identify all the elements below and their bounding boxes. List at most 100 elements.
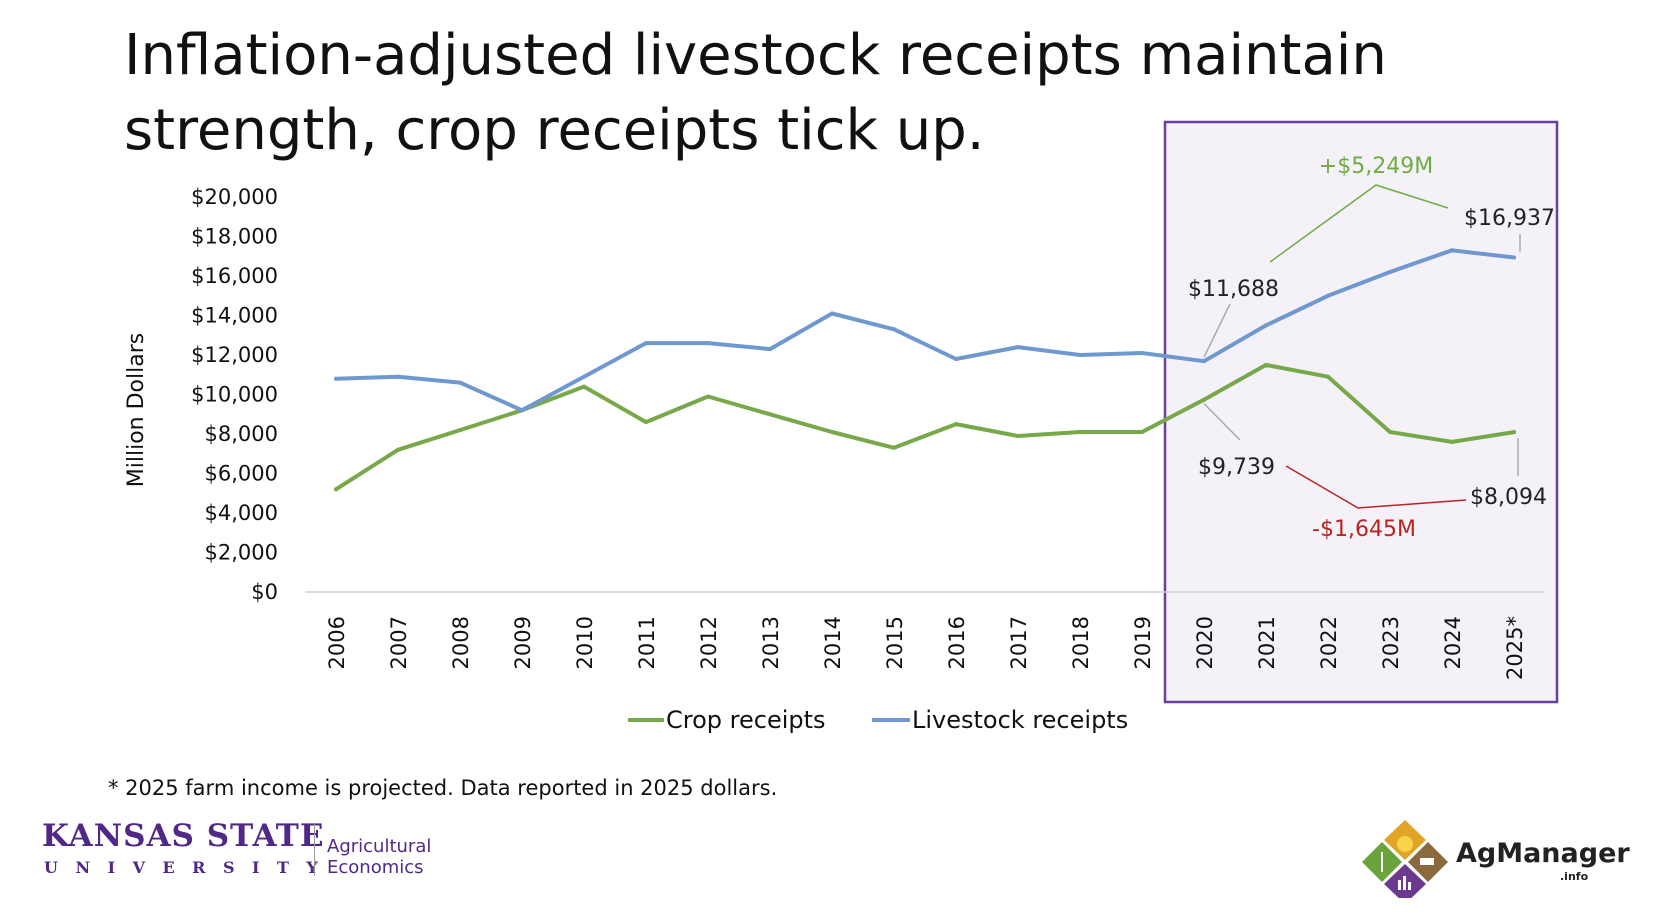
x-tick-label: 2008 xyxy=(449,616,473,669)
livestock-point xyxy=(458,380,462,385)
livestock-end-label: $16,937 xyxy=(1464,206,1555,231)
crop-point xyxy=(396,447,400,452)
x-tick-label: 2022 xyxy=(1317,616,1341,669)
x-tick-label: 2021 xyxy=(1255,616,1279,669)
x-tick-label: 2018 xyxy=(1069,616,1093,669)
livestock-point xyxy=(644,341,648,346)
agmanager-suffix: .info xyxy=(1560,870,1589,883)
y-tick-label: $12,000 xyxy=(191,343,278,367)
livestock-point xyxy=(1388,270,1392,274)
annotations: $11,688 $16,937 +$5,249M $9,739 $8,094 -… xyxy=(1188,154,1555,542)
x-tick-label: 2017 xyxy=(1007,616,1031,669)
slide-title: Inflation-adjusted livestock receipts ma… xyxy=(124,23,1387,163)
crop-point xyxy=(334,487,338,492)
y-tick-label: $4,000 xyxy=(205,501,278,525)
livestock-point xyxy=(1326,293,1330,298)
x-tick-label: 2020 xyxy=(1193,616,1217,669)
y-tick-label: $20,000 xyxy=(191,185,278,209)
y-tick-label: $0 xyxy=(251,580,278,604)
crop-point xyxy=(1450,439,1454,444)
y-axis-ticks: $0 $2,000 $4,000 $6,000 $8,000 $10,000 $12,000… xyxy=(191,185,278,604)
crop-point xyxy=(1078,430,1082,434)
livestock-point xyxy=(768,347,772,352)
livestock-point xyxy=(1016,345,1020,350)
x-tick-label: 2009 xyxy=(511,616,535,669)
x-tick-label: 2010 xyxy=(573,616,597,669)
x-tick-label: 2013 xyxy=(759,616,783,669)
y-tick-label: $8,000 xyxy=(205,422,278,446)
crop-point xyxy=(1016,434,1020,438)
y-tick-label: $10,000 xyxy=(191,383,278,407)
x-tick-label: 2024 xyxy=(1441,616,1465,669)
y-tick-label: $18,000 xyxy=(191,225,278,249)
y-tick-label: $6,000 xyxy=(205,462,278,486)
x-tick-label: 2015 xyxy=(883,616,907,669)
kansas-state-logo: KANSAS STATE UNIVERSITY Agricultural Eco… xyxy=(42,818,512,888)
livestock-point xyxy=(954,357,958,361)
crop-point xyxy=(830,430,834,434)
livestock-change-bracket xyxy=(1269,184,1449,263)
crop-point xyxy=(644,420,648,425)
livestock-point xyxy=(1264,323,1268,328)
x-tick-label: 2014 xyxy=(821,616,845,669)
legend-livestock-label: Livestock receipts xyxy=(912,706,1128,734)
x-tick-label: 2019 xyxy=(1131,616,1155,669)
crop-point xyxy=(892,445,896,450)
crop-point xyxy=(1388,430,1392,434)
x-axis-ticks: 2006 2007 2008 2009 2010 2011 2012 2013 2014 2015… xyxy=(325,616,1527,680)
crop-point xyxy=(1512,430,1516,435)
x-tick-label: 2012 xyxy=(697,616,721,669)
series-lines xyxy=(334,248,1516,492)
ksu-university: UNIVERSITY xyxy=(44,858,336,877)
livestock-change-label: +$5,249M xyxy=(1319,154,1433,179)
crop-change-bracket xyxy=(1285,465,1467,509)
x-tick-label: 2023 xyxy=(1379,616,1403,669)
x-tick-label: 2007 xyxy=(387,616,411,669)
x-tick-label: 2006 xyxy=(325,616,349,669)
crop-point xyxy=(1264,362,1268,367)
livestock-point xyxy=(706,341,710,346)
agmanager-name: AgManager xyxy=(1456,838,1630,869)
highlight-box-2020-2025 xyxy=(1163,120,1559,704)
livestock-point xyxy=(396,374,400,379)
livestock-point xyxy=(1512,255,1516,260)
livestock-point xyxy=(1140,351,1144,355)
crop-point xyxy=(1326,374,1330,379)
crop-start-label: $9,739 xyxy=(1198,455,1275,480)
legend-crop-label: Crop receipts xyxy=(666,706,826,734)
y-tick-label: $14,000 xyxy=(191,304,278,328)
crop-point xyxy=(582,384,586,389)
crop-change-label: -$1,645M xyxy=(1312,517,1416,542)
livestock-point xyxy=(892,327,896,332)
agmanager-logo: AgManager .info xyxy=(1360,818,1630,898)
agmanager-diamond-icon xyxy=(1362,820,1448,898)
y-tick-label: $16,000 xyxy=(191,264,278,288)
livestock-point xyxy=(1078,353,1082,357)
livestock-point xyxy=(520,408,524,413)
livestock-point xyxy=(1202,359,1206,364)
crop-point xyxy=(954,422,958,427)
crop-point xyxy=(768,412,772,417)
crop-point xyxy=(1140,430,1144,434)
logo-divider xyxy=(314,824,315,876)
crop-point xyxy=(706,394,710,399)
crop-point xyxy=(458,428,462,433)
x-tick-label: 2011 xyxy=(635,616,659,669)
footnote: * 2025 farm income is projected. Data re… xyxy=(108,776,778,800)
y-tick-label: $2,000 xyxy=(205,541,278,565)
series-line-livestock xyxy=(334,248,1516,413)
livestock-point xyxy=(1450,248,1454,253)
livestock-point xyxy=(582,374,586,379)
livestock-point xyxy=(830,311,834,316)
livestock-start-label: $11,688 xyxy=(1188,277,1279,302)
crop-end-label: $8,094 xyxy=(1470,485,1547,510)
livestock-start-leader xyxy=(1203,303,1231,358)
ksu-department: Agricultural Economics xyxy=(327,836,432,878)
y-axis-title: Million Dollars xyxy=(124,333,149,487)
crop-start-leader xyxy=(1203,403,1241,441)
livestock-point xyxy=(334,376,338,381)
crop-point xyxy=(1202,397,1206,402)
x-tick-label: 2025* xyxy=(1503,616,1527,680)
x-tick-label: 2016 xyxy=(945,616,969,669)
